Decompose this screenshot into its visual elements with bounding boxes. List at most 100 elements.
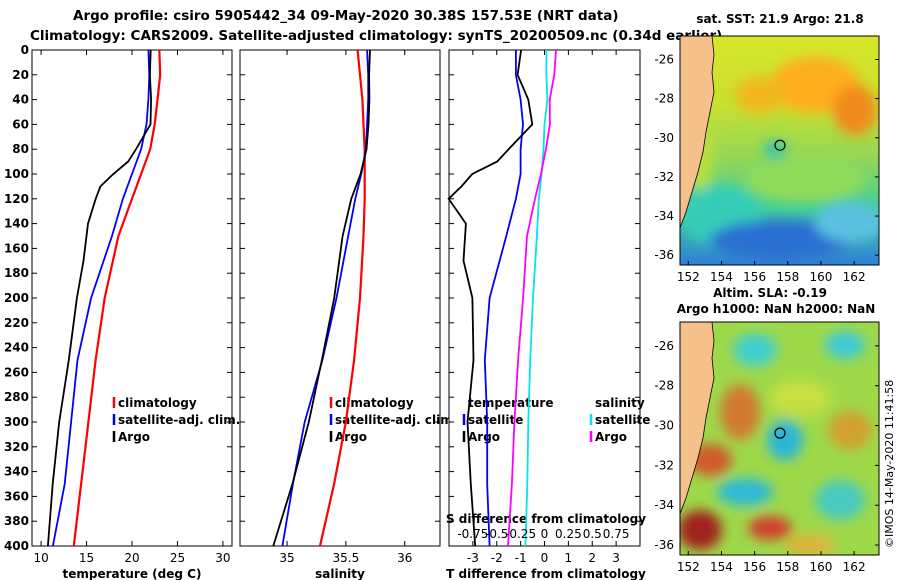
- argo-position-marker: [774, 427, 786, 439]
- x-tick-label: -1: [515, 551, 527, 565]
- depth-tick-label: 80: [12, 142, 29, 156]
- series-line-climatology: [318, 49, 366, 547]
- x-tick-label: 30: [215, 551, 230, 565]
- sst-field-patches: [680, 57, 879, 260]
- sla-field-patches: [680, 331, 872, 555]
- map-x-tick-label: 158: [776, 560, 799, 574]
- temperature-profile-chart: temperature (deg C) climatology satellit…: [4, 43, 240, 580]
- sla-map-frame: [679, 321, 880, 556]
- salinity-axis-label: S difference from climatology: [446, 512, 646, 526]
- x-tick-label: -2: [491, 551, 503, 565]
- x-tick-label: 10: [33, 551, 48, 565]
- map-y-tick-label: -34: [654, 209, 674, 223]
- series-line-satellite-adj-clim-: [52, 49, 151, 547]
- depth-tick-label: 220: [4, 316, 29, 330]
- x-tick-label: 36: [397, 551, 412, 565]
- map-y-tick-label: -28: [654, 92, 674, 106]
- depth-tick-label: 240: [4, 341, 29, 355]
- legend-t-satellite-label: satellite: [468, 413, 523, 427]
- series-line-salinity-argo: [507, 49, 557, 547]
- s-tick-label: -0.75: [457, 527, 488, 541]
- legend-temperature-title: temperature: [468, 396, 553, 410]
- sst-map-title: sat. SST: 21.9 Argo: 21.8: [696, 12, 863, 26]
- sla-land: [680, 322, 715, 515]
- map-y-tick-label: -36: [654, 538, 674, 552]
- sst-map-panel: sat. SST: 21.9 Argo: 21.8 152 154 156 158 16…: [654, 12, 880, 284]
- map-x-tick-label: 156: [743, 270, 766, 284]
- legend-t-argo-label: Argo: [468, 430, 500, 444]
- map-x-tick-label: 152: [677, 560, 700, 574]
- legend-salinity-title: salinity: [595, 396, 645, 410]
- x-tick-label: 3: [612, 551, 620, 565]
- s-tick-label: 0.5: [583, 527, 602, 541]
- depth-tick-label: 160: [4, 241, 29, 255]
- map-x-tick-label: 160: [810, 270, 833, 284]
- map-x-tick-label: 154: [710, 270, 733, 284]
- legend-satellite-label: satellite-adj. clim.: [118, 413, 240, 427]
- map-x-tick-label: 160: [810, 560, 833, 574]
- x-tick-label: -3: [467, 551, 479, 565]
- x-tick-label: 1: [565, 551, 573, 565]
- legend-argo-label: Argo: [335, 430, 367, 444]
- depth-tick-label: 400: [4, 539, 29, 553]
- sla-map-subtitle: Argo h1000: NaN h2000: NaN: [677, 302, 876, 316]
- map-x-tick-label: 152: [677, 270, 700, 284]
- depth-tick-label: 20: [12, 68, 29, 82]
- argo-position-marker: [774, 139, 786, 151]
- depth-tick-label: 100: [4, 167, 29, 181]
- depth-tick-label: 360: [4, 489, 29, 503]
- x-tick-label: 2: [588, 551, 596, 565]
- series-line-satellite-adj-clim-: [281, 49, 370, 547]
- map-y-tick-label: -34: [654, 498, 674, 512]
- depth-tick-label: 340: [4, 465, 29, 479]
- s-tick-label: 0.75: [603, 527, 630, 541]
- map-y-tick-label: -32: [654, 170, 674, 184]
- series-line-climatology: [72, 49, 162, 547]
- x-tick-label: 35: [279, 551, 294, 565]
- difference-x-label: T difference from climatology: [446, 567, 646, 580]
- series-line-temperature-satellite: [483, 50, 524, 547]
- x-tick-label: 0: [541, 551, 549, 565]
- sla-map-title: Altim. SLA: -0.19: [713, 286, 827, 300]
- depth-tick-label: 200: [4, 291, 29, 305]
- temperature-x-label: temperature (deg C): [63, 567, 202, 580]
- salinity-x-label: salinity: [315, 567, 365, 580]
- salinity-profile-chart: salinity climatology satellite-adj. clim…: [239, 49, 457, 580]
- x-tick-label: 25: [170, 551, 185, 565]
- depth-tick-label: 60: [12, 117, 29, 131]
- sst-map-frame: [679, 35, 880, 266]
- series-line-argo: [272, 49, 371, 547]
- series-line-salinity-satellite: [524, 50, 549, 547]
- depth-tick-label: 40: [12, 93, 29, 107]
- legend-climatology-label: climatology: [335, 396, 414, 410]
- x-tick-label: 35.5: [333, 551, 360, 565]
- sst-land: [680, 36, 715, 229]
- depth-tick-label: 120: [4, 192, 29, 206]
- x-tick-label: 20: [124, 551, 139, 565]
- depth-tick-label: 140: [4, 217, 29, 231]
- header-line-2: Climatology: CARS2009. Satellite-adjuste…: [30, 28, 722, 44]
- map-y-tick-label: -26: [654, 339, 674, 353]
- depth-tick-label: 180: [4, 266, 29, 280]
- map-x-tick-label: 156: [743, 560, 766, 574]
- header-line-1: Argo profile: csiro 5905442_34 09-May-20…: [73, 8, 619, 24]
- map-y-tick-label: -28: [654, 379, 674, 393]
- s-tick-label: 0: [541, 527, 549, 541]
- s-tick-label: 0.25: [555, 527, 582, 541]
- depth-tick-label: 300: [4, 415, 29, 429]
- legend-s-argo-label: Argo: [595, 430, 627, 444]
- legend-argo-label: Argo: [118, 430, 150, 444]
- map-y-tick-label: -30: [654, 131, 674, 145]
- depth-tick-label: 280: [4, 390, 29, 404]
- legend-s-satellite-label: satellite: [595, 413, 650, 427]
- map-x-tick-label: 162: [843, 270, 866, 284]
- sla-map-panel: Altim. SLA: -0.19 Argo h1000: NaN h2000:…: [654, 286, 880, 574]
- map-y-tick-label: -26: [654, 52, 674, 66]
- series-line-temperature-argo: [447, 49, 534, 547]
- legend-climatology-label: climatology: [118, 396, 197, 410]
- series-line-argo: [47, 49, 153, 547]
- map-x-tick-label: 162: [843, 560, 866, 574]
- map-y-tick-label: -32: [654, 458, 674, 472]
- depth-tick-label: 0: [21, 43, 29, 57]
- depth-tick-label: 320: [4, 440, 29, 454]
